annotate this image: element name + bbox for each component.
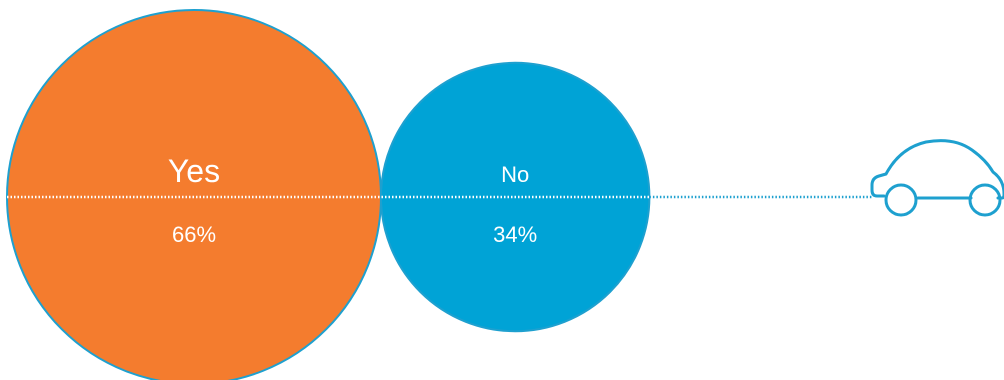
bubble-label-yes: Yes [168, 153, 220, 189]
bubble-value-no: 34% [493, 222, 537, 247]
bubble-value-yes: 66% [172, 222, 216, 247]
bubble-label-no: No [501, 162, 529, 187]
bubble-yes [7, 10, 381, 380]
